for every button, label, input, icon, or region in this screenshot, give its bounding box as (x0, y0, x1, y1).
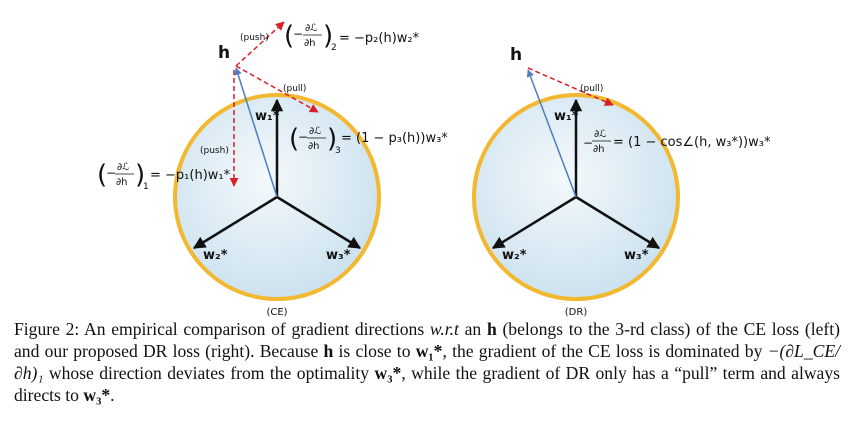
svg-text:∂h: ∂h (116, 177, 128, 188)
ce-panel: h (push) (pull) (push) ( − ∂ℒ ∂h ) 2 = −… (97, 21, 448, 318)
dr-grad-value: = (1 − cos∠(h, w₃*))w₃* (613, 135, 771, 150)
dr-pull-label: (pull) (580, 84, 603, 94)
ce-h-vector (234, 67, 278, 198)
ce-label: (CE) (266, 307, 287, 318)
caption-prefix: Figure 2: An empirical comparison of gra… (14, 319, 425, 339)
ce-grad-top-value: = −p₂(h)w₂* (339, 31, 420, 46)
ce-w1-label: w₁* (255, 109, 280, 124)
svg-text:∂ℒ: ∂ℒ (305, 23, 317, 34)
caption-h: h (486, 319, 497, 339)
ce-h-label: h (218, 43, 230, 63)
ce-w2-label: w₂* (203, 248, 228, 263)
svg-text:3: 3 (335, 146, 341, 156)
caption-part3: is close to (338, 341, 411, 361)
ce-pull-label: (pull) (283, 84, 306, 94)
svg-text:∂h: ∂h (304, 38, 316, 49)
dr-h-label: h (510, 45, 522, 65)
ce-grad-left-value: = −p₁(h)w₁* (150, 168, 231, 183)
svg-text:∂ℒ: ∂ℒ (309, 126, 321, 137)
caption-an: an (464, 319, 482, 339)
svg-text:): ) (323, 21, 333, 51)
dr-grad: − ∂ℒ ∂h = (1 − cos∠(h, w₃*))w₃* (583, 129, 771, 155)
svg-text:∂ℒ: ∂ℒ (594, 129, 606, 140)
caption-w3-2: w₃* (83, 385, 111, 405)
caption-w3: w₃* (374, 363, 402, 383)
caption-end: . (110, 385, 115, 405)
ce-grad-top: ( − ∂ℒ ∂h ) 2 = −p₂(h)w₂* (284, 21, 420, 53)
dr-w1-label: w₁* (554, 109, 579, 124)
svg-text:(: ( (289, 124, 299, 154)
ce-push-top-arrow (235, 21, 285, 67)
caption-part5: whose direction deviates from the optima… (48, 363, 370, 383)
svg-text:∂ℒ: ∂ℒ (117, 162, 129, 173)
ce-grad-pull: ( − ∂ℒ ∂h ) 3 = (1 − p₃(h))w₃* (289, 124, 448, 156)
ce-w3-axis (276, 195, 362, 250)
ce-push-left-label: (push) (200, 146, 229, 156)
figure-caption: Figure 2: An empirical comparison of gra… (14, 318, 840, 406)
caption-wrt: w.r.t (429, 319, 459, 339)
svg-text:−: − (583, 136, 593, 150)
caption-w1: w₁* (415, 341, 443, 361)
dr-panel: h (pull) − ∂ℒ ∂h = (1 − cos∠(h, w₃*))w₃*… (472, 45, 771, 318)
caption-dominant-term: −(∂L_CE/∂h)₁ (14, 341, 840, 383)
dr-w3-axis (575, 195, 661, 250)
svg-text:−: − (293, 27, 303, 41)
svg-text:(: ( (97, 160, 107, 190)
svg-text:(: ( (284, 21, 294, 51)
svg-text:−: − (106, 166, 116, 180)
svg-text:1: 1 (143, 182, 149, 192)
dr-w2-axis (491, 195, 577, 250)
dr-w3-label: w₃* (624, 248, 649, 263)
svg-text:): ) (327, 124, 337, 154)
ce-grad-left: ( − ∂ℒ ∂h ) 1 = −p₁(h)w₁* (97, 160, 231, 192)
caption-part6: , while the gradient of DR only has a “p… (14, 363, 840, 405)
dr-w2-label: w₂* (502, 248, 527, 263)
caption-part2: (belongs to the 3-rd class) of the CE lo… (14, 319, 840, 361)
svg-text:2: 2 (331, 43, 337, 53)
caption-h-2: h (323, 341, 334, 361)
svg-text:∂h: ∂h (308, 141, 320, 152)
svg-text:−: − (298, 130, 308, 144)
svg-text:): ) (135, 160, 145, 190)
ce-grad-pull-value: = (1 − p₃(h))w₃* (341, 131, 448, 146)
ce-w3-label: w₃* (326, 248, 351, 263)
caption-part4: , the gradient of the CE loss is dominat… (442, 341, 763, 361)
dr-h-vector (526, 69, 577, 198)
dr-label: (DR) (565, 307, 588, 318)
ce-w2-axis (192, 195, 278, 250)
svg-text:∂h: ∂h (593, 144, 605, 155)
ce-push-top-label: (push) (240, 33, 269, 43)
